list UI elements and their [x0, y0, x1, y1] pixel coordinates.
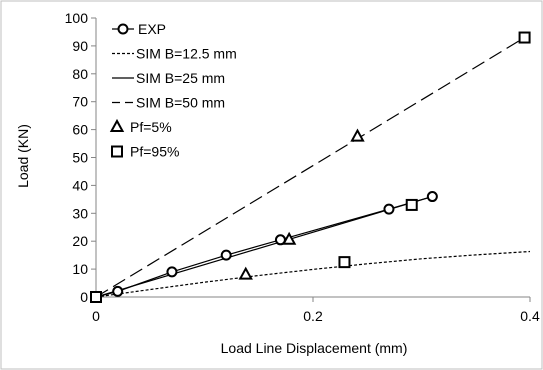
series-1-point	[220, 249, 232, 261]
series-1-point	[426, 191, 438, 203]
x-tick-label: 0.4	[520, 308, 540, 324]
series-5-point	[350, 128, 365, 142]
legend-entry-label: SIM B=50 mm	[136, 95, 225, 111]
plot-series	[90, 31, 531, 303]
x-tick-label: 0.2	[303, 308, 323, 324]
legend: EXP SIM B=12.5 mm SIM B=25 mm SIM B=50 mm Pf…	[109, 21, 237, 160]
legend-marker-sample	[109, 118, 125, 132]
legend-marker-sample	[117, 23, 129, 35]
series-5-point	[238, 266, 253, 280]
y-tick-label: 90	[72, 38, 88, 54]
y-tick-label: 70	[72, 94, 88, 110]
series-line-3	[95, 196, 433, 298]
series-1-point	[166, 266, 178, 278]
y-tick-label: 30	[72, 205, 88, 221]
legend-marker-sample	[111, 145, 123, 158]
series-6-point	[90, 291, 102, 303]
y-tick-label: 20	[72, 233, 88, 249]
series-1-point	[383, 203, 395, 215]
y-tick-label: 40	[72, 177, 88, 193]
legend-entry-label: SIM B=25 mm	[136, 70, 225, 86]
x-axis-title: Load Line Displacement (mm)	[221, 340, 408, 356]
legend-entry-label: SIM B=12.5 mm	[136, 46, 237, 62]
x-tick-label: 0	[92, 308, 100, 324]
legend-entry-label: Pf=95%	[130, 144, 179, 160]
y-tick-label: 50	[72, 150, 88, 166]
legend-entry-label: EXP	[138, 21, 166, 37]
y-axis-title: Load (KN)	[15, 124, 31, 188]
y-tick-label: 0	[80, 289, 88, 305]
series-line-4	[95, 36, 525, 298]
y-tick-label: 10	[72, 261, 88, 277]
series-6-point	[338, 256, 351, 269]
y-tick-label: 60	[72, 122, 88, 138]
legend-entry-label: Pf=5%	[130, 119, 172, 135]
series-5-point	[281, 231, 297, 245]
axes: 0 10 20 30 40 50 60 70 80 90 100 0 0.2 0.4	[65, 10, 540, 324]
series-1-point	[112, 285, 124, 297]
series-6-point	[518, 31, 531, 44]
y-tick-label: 80	[72, 66, 88, 82]
series-6-point	[405, 198, 418, 211]
y-tick-label: 100	[65, 10, 89, 26]
